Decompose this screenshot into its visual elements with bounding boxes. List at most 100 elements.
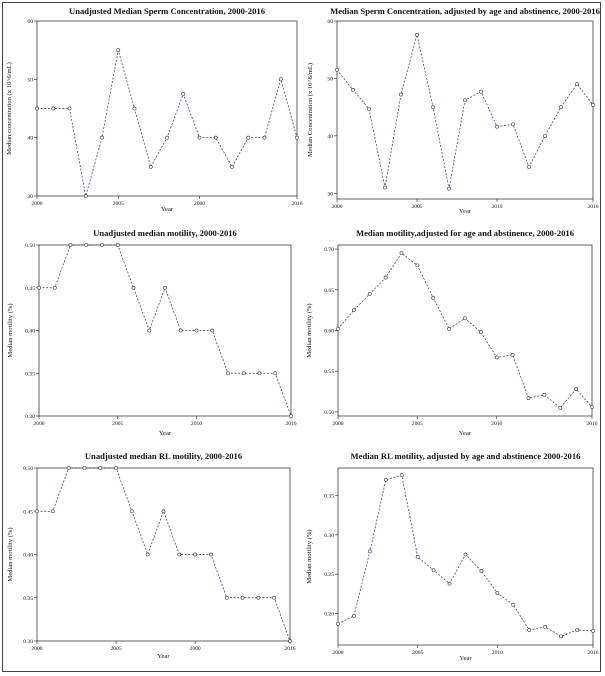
x-tick-label: 2005 (412, 421, 423, 427)
data-point (399, 473, 404, 477)
data-point (262, 135, 267, 140)
data-point (35, 509, 39, 514)
data-point (591, 102, 595, 107)
chart-title: Median Sperm Concentration, adjusted by … (330, 6, 600, 16)
data-point (367, 291, 372, 296)
x-tick-label: 2005 (110, 646, 121, 652)
data-point (447, 186, 451, 191)
data-point (165, 135, 169, 140)
data-point (463, 316, 467, 321)
y-tick-label: 0.40 (25, 329, 35, 335)
data-point (131, 285, 136, 290)
data-point (226, 371, 230, 376)
y-tick-label: 0.35 (23, 596, 33, 602)
data-point (351, 308, 356, 313)
data-point (83, 194, 88, 198)
data-point (431, 105, 435, 110)
plot-area (337, 467, 594, 646)
data-point (241, 371, 246, 376)
x-tick-label: 2016 (284, 646, 295, 652)
x-tick-label: 2000 (332, 650, 343, 656)
data-point (399, 92, 403, 97)
x-tick-label: 2016 (586, 421, 597, 427)
y-tick-label: 0.30 (25, 414, 35, 420)
data-point (527, 628, 532, 632)
y-axis-label: Median motility (%) (306, 529, 313, 583)
data-point (479, 569, 484, 573)
data-point (431, 296, 436, 300)
data-point (495, 591, 500, 595)
data-point (383, 275, 388, 280)
data-point (257, 371, 262, 376)
chart-panel-3: Unadjusted median motility, 2000-2016 200… (7, 228, 297, 437)
data-point (177, 552, 182, 557)
data-point (132, 106, 137, 111)
data-point (494, 355, 499, 360)
data-point (114, 466, 118, 470)
data-point (431, 568, 436, 573)
x-axis-label: Year (459, 430, 472, 437)
data-point (37, 285, 41, 290)
data-point (367, 549, 372, 554)
data-point (273, 371, 278, 376)
data-point (367, 106, 371, 111)
data-point (415, 554, 420, 559)
data-point (115, 243, 120, 247)
data-point (148, 164, 153, 169)
y-tick-label: 30 (27, 194, 33, 200)
chart-panel-1: Unadjusted Median Sperm Concentration, 2… (6, 6, 303, 213)
x-tick-label: 2010 (191, 421, 202, 427)
data-point (352, 613, 356, 618)
data-point (246, 135, 251, 140)
y-tick-label: 0.30 (324, 533, 334, 539)
plot-area (337, 244, 593, 417)
x-tick-label: 2010 (491, 421, 502, 427)
series-line (37, 467, 291, 642)
y-tick-label: 0.35 (25, 371, 35, 377)
x-tick-label: 2000 (31, 201, 42, 207)
data-point (559, 105, 563, 110)
data-point (213, 135, 218, 140)
data-point (559, 634, 564, 639)
data-point (558, 405, 563, 410)
plot-area (38, 244, 292, 417)
x-tick-label: 2000 (190, 646, 201, 652)
y-axis-label: Median concentration (x 10^6/mL) (6, 62, 13, 155)
y-tick-label: 0.65 (324, 288, 334, 294)
y-tick-label: 0.45 (23, 509, 33, 515)
data-point (129, 509, 134, 514)
data-point (447, 581, 452, 586)
data-point (478, 330, 483, 335)
y-tick-label: 60 (27, 19, 33, 25)
x-tick-label: 2005 (412, 650, 423, 656)
series-line (336, 34, 594, 189)
x-axis-label: Year (157, 653, 170, 660)
data-point (178, 328, 183, 333)
y-tick-label: 0.45 (25, 286, 35, 292)
data-point (197, 135, 202, 140)
data-point (67, 106, 72, 111)
y-tick-label: 30 (327, 191, 333, 197)
data-point (278, 77, 283, 82)
data-point (336, 326, 340, 331)
data-point (543, 625, 548, 629)
data-point (415, 263, 420, 268)
data-point (51, 106, 56, 111)
data-point (68, 243, 73, 247)
y-tick-label: 0.25 (324, 572, 334, 578)
y-tick-label: 0.50 (23, 466, 33, 472)
data-point (98, 466, 103, 470)
data-point (194, 328, 199, 333)
data-point (161, 509, 166, 514)
plot-area (36, 20, 298, 197)
data-point (575, 628, 579, 632)
y-tick-label: 0.50 (25, 243, 35, 249)
data-point (463, 552, 468, 557)
data-point (574, 387, 579, 392)
data-point (295, 135, 299, 140)
y-tick-label: 0.60 (324, 329, 334, 335)
data-point (181, 92, 186, 96)
chart-title: Unadjusted Median Sperm Concentration, 2… (69, 6, 266, 16)
x-axis-label: Year (161, 206, 174, 213)
data-point (66, 466, 71, 470)
